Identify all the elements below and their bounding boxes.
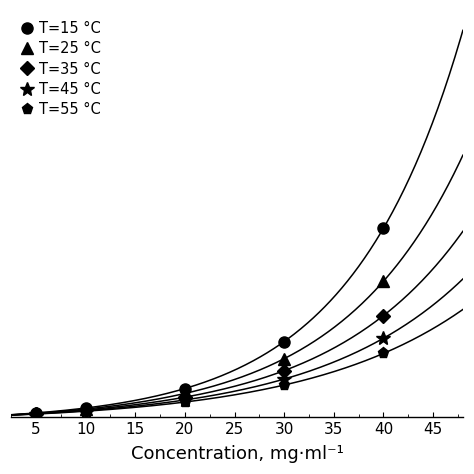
Line: T=15 °C: T=15 °C	[30, 223, 389, 419]
T=55 °C	[282, 382, 287, 388]
Line: T=45 °C: T=45 °C	[29, 331, 391, 421]
Line: T=25 °C: T=25 °C	[30, 276, 389, 419]
T=15 °C	[282, 339, 287, 345]
Legend: T=15 °C, T=25 °C, T=35 °C, T=45 °C, T=55 °C: T=15 °C, T=25 °C, T=35 °C, T=45 °C, T=55…	[18, 18, 104, 119]
T=45 °C	[33, 411, 39, 417]
T=25 °C	[381, 278, 386, 284]
T=15 °C	[182, 386, 188, 392]
T=25 °C	[182, 391, 188, 396]
T=45 °C	[282, 376, 287, 382]
T=25 °C	[83, 406, 89, 412]
T=55 °C	[182, 399, 188, 405]
T=45 °C	[182, 397, 188, 403]
T=55 °C	[381, 351, 386, 356]
T=45 °C	[381, 336, 386, 341]
Line: T=35 °C: T=35 °C	[31, 311, 388, 419]
T=25 °C	[33, 410, 39, 416]
T=15 °C	[83, 405, 89, 411]
X-axis label: Concentration, mg·ml⁻¹: Concentration, mg·ml⁻¹	[130, 445, 344, 463]
T=25 °C	[282, 356, 287, 362]
T=55 °C	[83, 409, 89, 414]
T=35 °C	[381, 313, 386, 319]
T=35 °C	[33, 411, 39, 417]
Line: T=55 °C: T=55 °C	[30, 348, 389, 419]
T=45 °C	[83, 408, 89, 413]
T=15 °C	[381, 225, 386, 231]
T=35 °C	[182, 394, 188, 400]
T=35 °C	[83, 407, 89, 413]
T=35 °C	[282, 368, 287, 374]
T=55 °C	[33, 411, 39, 417]
T=15 °C	[33, 410, 39, 416]
